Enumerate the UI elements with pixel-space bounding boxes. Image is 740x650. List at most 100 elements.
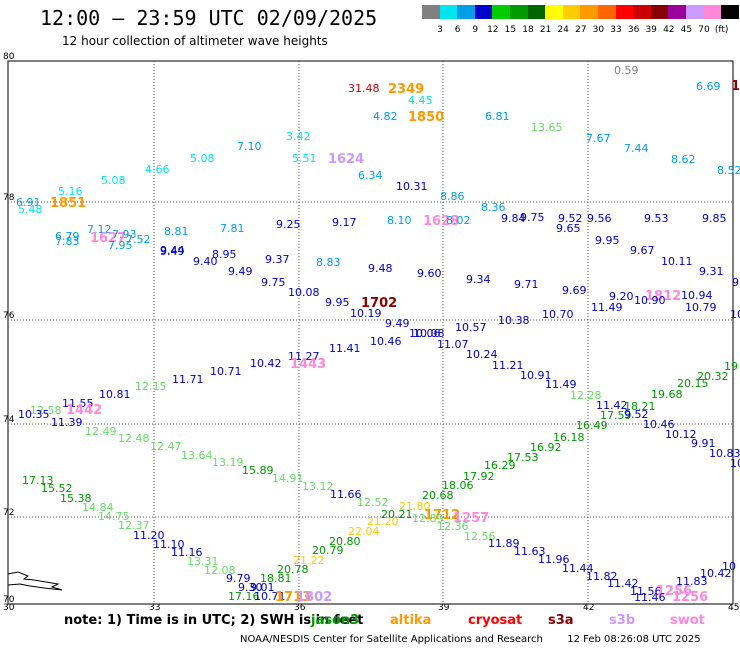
scale-label: 18	[522, 25, 534, 35]
wave-height-label: 12.37	[118, 519, 150, 532]
wave-height-label: 10.19	[350, 307, 382, 320]
wave-height-label: 18.21	[624, 400, 656, 413]
wave-height-label: 20.15	[677, 377, 709, 390]
wave-height-label: 9.44	[160, 244, 185, 257]
wave-height-label: 13.65	[531, 121, 563, 134]
map-grid	[8, 61, 733, 604]
wave-height-label: 12.28	[570, 389, 602, 402]
wave-height-label: 9.52	[624, 408, 649, 421]
wave-height-label: 11.46	[634, 591, 666, 604]
wave-height-label: 9.49	[160, 245, 185, 258]
legend-item-s3b: s3b	[609, 613, 636, 628]
wave-height-label: 9.30	[238, 581, 263, 594]
wave-height-label: 17.53	[507, 451, 539, 464]
wave-height-label: 9.17	[332, 216, 357, 229]
wave-height-label: 14.75	[98, 510, 130, 523]
wave-height-label: 11.42	[596, 399, 628, 412]
wave-height-label: 10.08	[288, 286, 320, 299]
wave-height-label: 15.52	[41, 482, 73, 495]
wave-height-label: 10.12	[665, 428, 697, 441]
scale-swatch	[633, 5, 652, 19]
pass-time-label: 1443	[290, 357, 326, 372]
longitude-label: 33	[149, 603, 160, 613]
wave-height-label: 11.71	[172, 373, 204, 386]
legend-note: note: 1) Time is in UTC; 2) SWH is in fe…	[64, 613, 364, 628]
wave-height-label: 7.10	[237, 140, 262, 153]
wave-height-label: 21.80	[399, 500, 431, 513]
wave-height-label: 12.52	[357, 496, 389, 509]
wave-height-label: 4.45	[408, 94, 433, 107]
wave-height-label: 11.10	[153, 538, 185, 551]
wave-height-label: 8.81	[164, 225, 189, 238]
wave-height-label: 10.38	[498, 314, 530, 327]
pass-time-label: 1624	[328, 152, 364, 167]
wave-height-label: 16.92	[530, 441, 562, 454]
wave-height-label: 7.81	[220, 222, 245, 235]
pass-time-label: 1702	[361, 296, 397, 311]
pass-time-label: 1257	[453, 511, 489, 526]
wave-height-label: 9.52	[558, 212, 583, 225]
wave-height-label: 9.85	[702, 212, 727, 225]
wave-height-label: 9.31	[699, 265, 724, 278]
pass-time-label: 1256	[672, 590, 708, 605]
scale-swatch	[580, 5, 599, 19]
wave-height-label: 8.10	[387, 214, 412, 227]
scale-label: 42	[663, 25, 675, 35]
wave-height-label: 7.83	[55, 235, 80, 248]
wave-height-label: 11.82	[586, 570, 618, 583]
wave-height-label: 17.92	[463, 470, 495, 483]
wave-height-label: 8.36	[481, 201, 506, 214]
wave-height-label: 9.95	[325, 296, 350, 309]
pass-time-label: 1712	[424, 508, 460, 523]
wave-height-label: 8.52	[717, 164, 740, 177]
scale-swatch	[668, 5, 687, 19]
page-subtitle: 12 hour collection of altimeter wave hei…	[62, 34, 328, 48]
scale-label: 9	[472, 25, 479, 35]
wave-height-label: 7.93	[112, 228, 137, 241]
wave-height-label: 20.78	[277, 563, 309, 576]
wave-height-label: 11.42	[607, 577, 639, 590]
wave-height-label: 11.44	[562, 562, 594, 575]
wave-height-label: 9.49	[385, 317, 410, 330]
wave-height-label: 9.91	[691, 437, 716, 450]
wave-height-label: 7.95	[108, 239, 133, 252]
legend-item-jason3: jason3	[311, 613, 360, 628]
wave-height-label: 12.89	[412, 512, 444, 525]
wave-height-label: 10	[730, 457, 740, 470]
wave-height-label: 11.63	[514, 545, 546, 558]
longitude-label: 45	[728, 603, 739, 613]
pass-time-label: 1627	[90, 231, 126, 246]
scale-swatch	[510, 5, 528, 19]
wave-height-label: 11.49	[545, 378, 577, 391]
wave-height-label: 9.95	[595, 234, 620, 247]
pass-time-label: 1256	[656, 584, 692, 599]
wave-height-label: 10.11	[661, 255, 693, 268]
wave-height-label: 12.36	[437, 520, 469, 533]
wave-height-label: 12.08	[204, 564, 236, 577]
wave-height-label: 6.81	[485, 110, 510, 123]
wave-height-label: 11.20	[133, 529, 165, 542]
latitude-label: 80	[3, 52, 15, 62]
wave-height-label: 11.39	[51, 416, 83, 429]
wave-height-label: 10.57	[455, 321, 487, 334]
scale-label: 27	[575, 25, 587, 35]
latitude-label: 76	[3, 311, 15, 321]
wave-height-label: 11.16	[171, 546, 203, 559]
wave-height-label: 9.56	[587, 212, 612, 225]
wave-height-label: 9.75	[261, 276, 286, 289]
wave-height-label: 10	[730, 308, 740, 321]
wave-height-label: 10	[722, 560, 736, 573]
wave-height-label: 5.08	[190, 152, 215, 165]
scale-label: 39	[645, 25, 657, 35]
wave-height-label: 8.86	[440, 190, 465, 203]
wave-height-label: 6.91	[16, 196, 41, 209]
wave-height-label: 3.42	[286, 130, 311, 143]
scale-swatch	[492, 5, 511, 19]
wave-height-label: 0.59	[614, 64, 639, 77]
wave-height-label: 16.49	[576, 419, 608, 432]
wave-height-label: 15.38	[60, 492, 92, 505]
wave-height-label: 21.22	[293, 554, 325, 567]
wave-height-label: 11.41	[329, 342, 361, 355]
wave-height-label: 19	[724, 360, 738, 373]
